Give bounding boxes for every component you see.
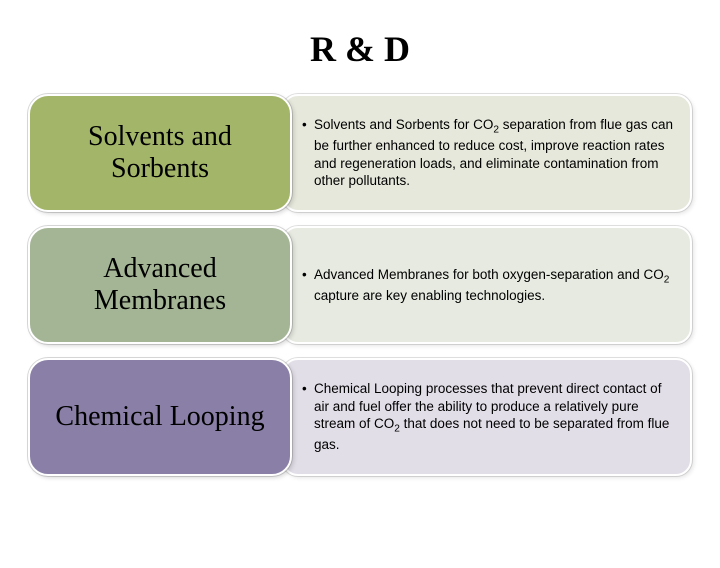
row-membranes: Advanced Membranes Advanced Membranes fo…	[28, 226, 692, 344]
pill-membranes: Advanced Membranes	[28, 226, 292, 344]
desc-solvents: Solvents and Sorbents for CO2 separation…	[282, 94, 692, 212]
row-looping: Chemical Looping Chemical Looping proces…	[28, 358, 692, 476]
bullet-solvents: Solvents and Sorbents for CO2 separation…	[302, 116, 674, 189]
desc-membranes: Advanced Membranes for both oxygen-separ…	[282, 226, 692, 344]
bullet-membranes: Advanced Membranes for both oxygen-separ…	[302, 266, 674, 304]
pill-solvents: Solvents and Sorbents	[28, 94, 292, 212]
pill-looping: Chemical Looping	[28, 358, 292, 476]
page-title: R & D	[0, 28, 720, 70]
bullet-looping: Chemical Looping processes that prevent …	[302, 380, 674, 453]
row-solvents: Solvents and Sorbents Solvents and Sorbe…	[28, 94, 692, 212]
desc-looping: Chemical Looping processes that prevent …	[282, 358, 692, 476]
